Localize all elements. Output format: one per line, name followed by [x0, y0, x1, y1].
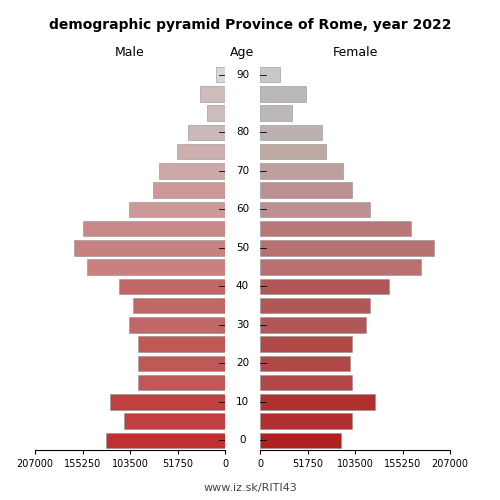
Text: 80: 80: [236, 128, 249, 138]
Text: Male: Male: [115, 46, 145, 59]
Bar: [260, 414, 352, 429]
Bar: [138, 375, 225, 390]
Bar: [154, 182, 225, 198]
Text: 10: 10: [236, 397, 249, 407]
Text: 50: 50: [236, 243, 249, 253]
Bar: [260, 394, 374, 409]
Text: demographic pyramid Province of Rome, year 2022: demographic pyramid Province of Rome, ye…: [49, 18, 451, 32]
Bar: [74, 240, 225, 256]
Bar: [260, 163, 342, 178]
Bar: [260, 67, 280, 82]
Bar: [106, 432, 225, 448]
Text: 20: 20: [236, 358, 249, 368]
Bar: [138, 356, 225, 371]
Bar: [200, 86, 225, 102]
Bar: [120, 278, 225, 294]
Bar: [133, 298, 225, 314]
Bar: [128, 317, 225, 332]
Text: 40: 40: [236, 282, 249, 292]
Text: 60: 60: [236, 204, 249, 214]
Bar: [260, 240, 434, 256]
Bar: [206, 106, 225, 121]
Bar: [188, 124, 225, 140]
Bar: [138, 336, 225, 352]
Bar: [110, 394, 225, 409]
Text: 70: 70: [236, 166, 249, 176]
Text: 0: 0: [240, 436, 246, 446]
Bar: [124, 414, 225, 429]
Bar: [82, 221, 225, 236]
Text: 90: 90: [236, 70, 249, 80]
Bar: [260, 375, 352, 390]
Bar: [216, 67, 225, 82]
Bar: [178, 144, 225, 160]
Bar: [260, 86, 306, 102]
Bar: [260, 124, 322, 140]
Bar: [159, 163, 225, 178]
Bar: [260, 317, 366, 332]
Bar: [260, 278, 388, 294]
Bar: [260, 221, 412, 236]
Bar: [260, 260, 420, 275]
Bar: [260, 336, 352, 352]
Bar: [260, 202, 370, 217]
Bar: [128, 202, 225, 217]
Text: Age: Age: [230, 46, 254, 59]
Bar: [260, 182, 352, 198]
Bar: [260, 432, 341, 448]
Bar: [88, 260, 225, 275]
Bar: [260, 106, 292, 121]
Bar: [260, 298, 370, 314]
Bar: [260, 356, 350, 371]
Text: 30: 30: [236, 320, 249, 330]
Text: Female: Female: [332, 46, 378, 59]
Bar: [260, 144, 326, 160]
Text: www.iz.sk/RITI43: www.iz.sk/RITI43: [203, 482, 297, 492]
